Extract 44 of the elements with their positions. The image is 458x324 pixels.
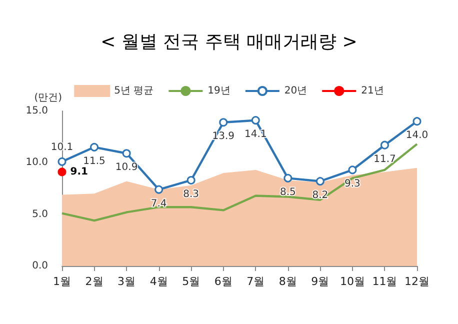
point bbox=[58, 168, 66, 176]
y-tick-label: 10.0 bbox=[26, 157, 48, 168]
point bbox=[154, 185, 164, 194]
legend-label: 21년 bbox=[361, 86, 384, 96]
data-label: 8.5 bbox=[280, 186, 296, 198]
x-tick-label: 5월 bbox=[182, 275, 200, 288]
x-tick-label: 12월 bbox=[404, 275, 430, 288]
x-tick-label: 7월 bbox=[246, 275, 265, 288]
point bbox=[348, 166, 357, 174]
point bbox=[90, 142, 99, 152]
data-label: 7.4 bbox=[150, 198, 167, 210]
point bbox=[58, 157, 66, 166]
y-tick-label: 15.0 bbox=[26, 106, 48, 116]
data-label: 8.3 bbox=[183, 188, 200, 200]
point bbox=[219, 118, 228, 127]
x-tick-label: 6월 bbox=[214, 275, 232, 288]
point bbox=[412, 117, 422, 126]
x-tick-label: 1월 bbox=[53, 275, 71, 288]
data-label: 9.3 bbox=[344, 178, 360, 190]
data-label: 11.7 bbox=[374, 154, 396, 165]
data-label: 11.5 bbox=[83, 156, 106, 167]
data-label: 14.0 bbox=[406, 130, 428, 142]
point bbox=[284, 174, 292, 182]
legend-label: 20년 bbox=[284, 86, 308, 96]
point bbox=[380, 140, 389, 150]
x-tick-label: 11월 bbox=[372, 275, 398, 288]
x-tick-label: 3월 bbox=[118, 275, 136, 288]
legend-label: 19년 bbox=[208, 86, 230, 96]
x-tick-label: 4월 bbox=[150, 275, 168, 288]
data-label: 9.1 bbox=[70, 166, 88, 178]
point bbox=[251, 116, 260, 125]
y-tick-label: 0.0 bbox=[32, 260, 48, 272]
data-label: 10.9 bbox=[115, 162, 138, 174]
x-tick-label: 8월 bbox=[278, 275, 297, 288]
y-axis-title: (만건) bbox=[34, 92, 62, 104]
point bbox=[316, 177, 324, 186]
x-tick-label: 2월 bbox=[85, 275, 104, 288]
point bbox=[122, 149, 131, 158]
legend-label: 5년 평균 bbox=[114, 86, 154, 96]
chart-title: < 월별 전국 주택 매매거래량 > bbox=[100, 32, 358, 52]
x-tick-label: 10월 bbox=[340, 275, 365, 288]
point bbox=[186, 176, 196, 184]
y-tick-label: 5.0 bbox=[32, 208, 48, 220]
x-tick-label: 9월 bbox=[311, 275, 330, 288]
